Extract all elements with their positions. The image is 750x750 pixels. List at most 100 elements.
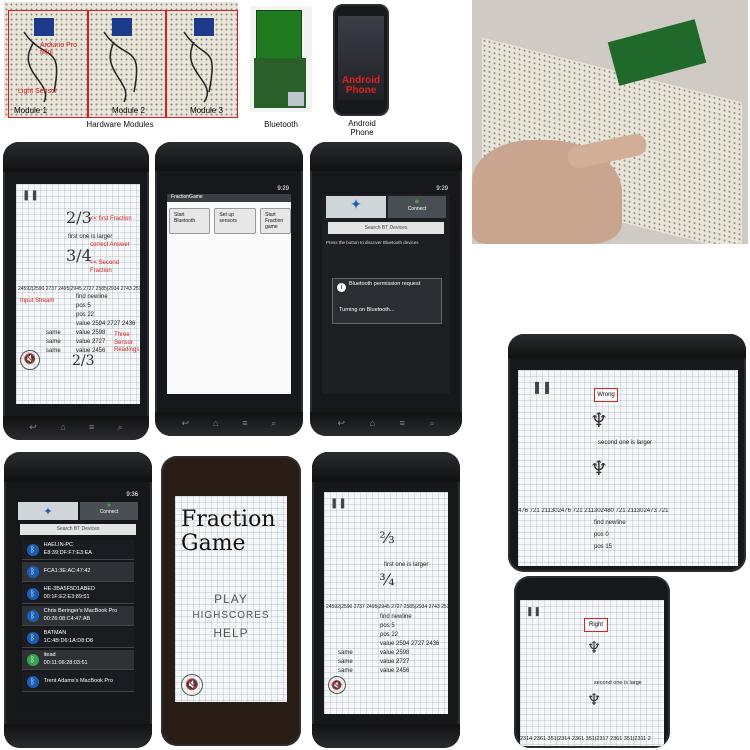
bluetooth-icon: ᛒ: [27, 588, 39, 600]
home-icon[interactable]: ⌂: [213, 418, 218, 430]
game-title: Fraction Game: [181, 508, 281, 556]
log-line: pos 15: [594, 544, 612, 552]
android-phone-overlay: Android Phone: [338, 76, 384, 96]
stream-text: 2314 2361 351|2314 2361 351|2317 2361 35…: [520, 736, 664, 743]
hardware-modules-photo: Arduino Pro Mini Light Sensor Module 1 M…: [4, 2, 238, 118]
sensor-tag: same: [338, 668, 353, 676]
search-icon[interactable]: ⌕: [429, 418, 434, 430]
menu-icon[interactable]: ≡: [242, 418, 247, 430]
home-icon[interactable]: ⌂: [60, 422, 65, 434]
sensor-tag: same: [338, 659, 353, 667]
sound-off-icon[interactable]: 🔇: [20, 350, 40, 370]
sensor-readings-label: Three Sensor Readings: [114, 332, 140, 355]
connect-tab[interactable]: ● Connect: [80, 502, 138, 520]
wrong-screen: ❚❚ Wrong ♆ second one is larger ♆ 476 72…: [518, 370, 738, 566]
device-row[interactable]: ᛒ BATMAN 1C:4B:D6:1A:D8:D8: [22, 628, 135, 648]
first-larger-text: first one is larger: [68, 234, 118, 242]
sound-off-icon[interactable]: 🔇: [181, 674, 203, 696]
device-row[interactable]: ᛒ itead 00:11:06:28:03:61: [22, 650, 135, 670]
pause-icon[interactable]: ❚❚: [532, 380, 552, 394]
connect-tab[interactable]: ● Connect: [388, 196, 446, 218]
nav-keys: ↩ ⌂ ≡ ⌕: [18, 422, 135, 434]
device-row[interactable]: ᛒ FCA1:3E:AC:47:42: [22, 562, 135, 582]
android-phone-screen: Android Phone: [338, 16, 384, 100]
sensor-tag: same: [46, 348, 61, 356]
home-icon[interactable]: ⌂: [370, 418, 375, 430]
right-badge: Right: [584, 618, 608, 632]
fraction-top: ♆: [584, 410, 614, 430]
play-menu-item[interactable]: PLAY: [185, 592, 277, 606]
log-line: pos 5: [76, 303, 91, 311]
stream-text: 476 721 211302476 721 211302480 721 2113…: [518, 508, 738, 516]
bluetooth-icon: ᛒ: [27, 610, 39, 622]
search-icon[interactable]: ⌕: [118, 422, 123, 434]
sound-off-icon[interactable]: 🔇: [328, 676, 346, 694]
pause-icon[interactable]: ❚❚: [330, 498, 347, 509]
dialog-title: Bluetooth permission request: [349, 281, 439, 287]
help-menu-item[interactable]: HELP: [185, 626, 277, 640]
stream-text: 24592|2590 2737 2495|2945 2727 2585|2934…: [18, 286, 140, 292]
sensor-value: value 2598: [380, 650, 409, 658]
start-game-button[interactable]: Start Fraction game: [260, 208, 291, 234]
log-line: value 2594 2727 2436: [76, 321, 135, 329]
search-icon[interactable]: ⌕: [271, 418, 276, 430]
sensor-value: value 2598: [76, 330, 105, 338]
bt-tab-icon[interactable]: ✦: [18, 502, 78, 520]
back-icon[interactable]: ↩: [182, 418, 190, 430]
result-message: second one is larger: [598, 440, 652, 448]
game-screen: ❚❚ 2/3 << first Fraction first one is la…: [16, 184, 140, 404]
fraction-top: 2/3: [66, 210, 88, 226]
menu-icon[interactable]: ≡: [400, 418, 405, 430]
bt-tab-icon[interactable]: ✦: [326, 196, 386, 218]
bluetooth-icon: ᛒ: [27, 654, 39, 666]
log-line: pos 22: [380, 632, 398, 640]
bluetooth-icon: ᛒ: [27, 544, 39, 556]
search-bt-button[interactable]: Search BT Devices: [20, 524, 136, 535]
setup-sensors-button[interactable]: Set up sensors: [214, 208, 256, 234]
start-bluetooth-button[interactable]: Start Bluetooth: [169, 208, 210, 234]
device-row[interactable]: ᛒ HE-3BA5F5D1ABED 00:1F:E2:E3:89:51: [22, 584, 135, 604]
result-message: second one is large: [594, 680, 642, 687]
fraction-top: ♆: [582, 640, 606, 656]
device-list-screen: ✦ ● Connect Search BT Devices ᛒ HAELIN-PC…: [14, 500, 142, 714]
log-line: value 2594 2727 2436: [380, 641, 439, 649]
module-1-label: Module 1: [14, 106, 47, 115]
game-screen: ❚❚ ⅔ first one is larger ¾ 24592|2590 27…: [324, 492, 448, 714]
hand-interaction-photo: [472, 0, 748, 244]
log-line: pos 0: [594, 532, 609, 540]
phone-title-screen: Fraction Game PLAY HIGHSCORES HELP 🔇: [161, 456, 301, 746]
fraction-bottom: ♆: [582, 692, 606, 708]
phone-bt-permission: 9:29 ✦ ● Connect Search BT Devices Press…: [310, 142, 462, 436]
pause-icon[interactable]: ❚❚: [526, 606, 541, 617]
device-row[interactable]: ᛒ Trent Adams's MacBook Pro: [22, 672, 135, 692]
second-fraction-note: << Second Fraction: [90, 260, 138, 275]
log-line: find newline: [594, 520, 626, 528]
log-line: pos 22: [76, 312, 94, 320]
phone-wrong-answer: ❚❚ Wrong ♆ second one is larger ♆ 476 72…: [508, 334, 746, 572]
fraction-bottom: ♆: [584, 458, 614, 478]
wrong-badge: Wrong: [594, 388, 618, 402]
highscores-menu-item[interactable]: HIGHSCORES: [179, 610, 283, 621]
device-row[interactable]: ᛒ HAELIN-PC E8:39:DF:F7:E3:EA: [22, 540, 135, 560]
pause-icon[interactable]: ❚❚: [22, 190, 39, 201]
bt-connector: [288, 92, 304, 106]
fraction-top: ⅔: [376, 530, 398, 546]
sensor-tag: same: [338, 650, 353, 658]
stream-text: 24592|2590 2737 2495|2945 2727 2585|2934…: [326, 604, 448, 610]
module-3-label: Module 3: [190, 106, 223, 115]
sensor-value: value 2727: [380, 659, 409, 667]
log-line: find newline: [380, 614, 412, 622]
back-icon[interactable]: ↩: [29, 422, 37, 434]
bt-screen: ✦ ● Connect Search BT Devices Press the …: [322, 194, 450, 394]
bluetooth-board-photo: [250, 6, 312, 112]
back-icon[interactable]: ↩: [337, 418, 345, 430]
device-row[interactable]: ᛒ Chris Beringer's MacBook Pro 00:26:08:C4…: [22, 606, 135, 626]
first-fraction-note: << first Fraction: [90, 216, 138, 224]
phone-main-menu: 9:29 FractionGame Start Bluetooth Set up…: [155, 142, 303, 436]
search-bt-button[interactable]: Search BT Devices: [328, 222, 444, 234]
correct-answer-note: correct Answer: [90, 242, 138, 250]
android-phone-photo: Android Phone: [333, 4, 389, 116]
menu-icon[interactable]: ≡: [89, 422, 94, 434]
bluetooth-caption: Bluetooth: [250, 120, 312, 129]
info-icon: i: [337, 283, 346, 292]
